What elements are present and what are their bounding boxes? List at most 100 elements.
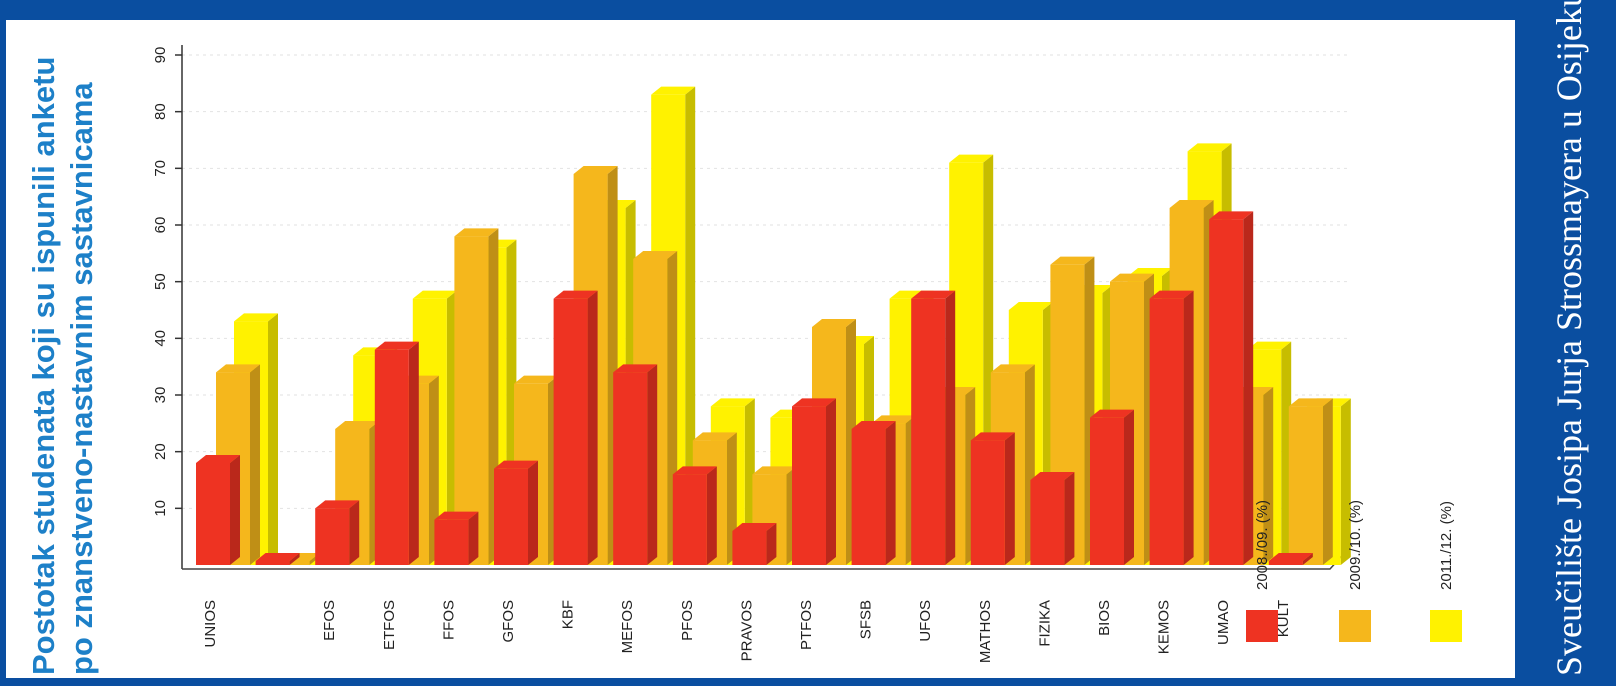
bar: [255, 553, 300, 565]
bar-side: [685, 86, 696, 566]
bar-top: [1090, 409, 1134, 418]
bar-side: [885, 421, 896, 565]
bar-side: [1302, 553, 1313, 565]
bar: [374, 341, 419, 565]
bar-side: [1124, 409, 1134, 565]
bar: [672, 466, 717, 565]
bar-top: [710, 398, 755, 407]
bar-front: [1030, 480, 1065, 565]
chart-legend: 2008./09. (%) 2009./10. (%) 2011./12. (%): [1246, 500, 1462, 642]
bar-top: [990, 364, 1035, 373]
category-label: MEFOS: [619, 600, 636, 653]
bar-front: [911, 298, 946, 565]
bar-front: [613, 372, 648, 565]
legend-label: 2008./09. (%): [1254, 500, 1271, 590]
bar-side: [446, 290, 457, 565]
chart-bars: [196, 86, 1351, 566]
bar-top: [949, 154, 994, 163]
bar-side: [766, 523, 777, 565]
bar-top: [672, 466, 717, 475]
bar: [553, 290, 598, 565]
category-label: KEMOS: [1156, 600, 1173, 654]
category-label: BIOS: [1096, 600, 1113, 636]
university-name: Sveučilište Josipa Jurja Strossmayera u …: [1549, 0, 1589, 676]
bar-side: [468, 511, 479, 565]
bar-top: [1149, 290, 1194, 299]
bar-top: [752, 466, 797, 475]
bar-side: [1281, 341, 1292, 565]
bar-front: [792, 406, 826, 565]
bar-side: [1243, 211, 1254, 566]
bar-top: [1008, 302, 1053, 310]
y-tick-label: 70: [152, 160, 169, 177]
bar-top: [1050, 256, 1095, 265]
bar-front: [374, 349, 409, 565]
bar-front: [732, 531, 767, 565]
bar-side: [1004, 432, 1015, 565]
bar-side: [1263, 387, 1274, 565]
bar-side: [250, 364, 260, 565]
bar-side: [408, 341, 419, 565]
bar: [911, 290, 956, 565]
left-frame-bar: [0, 0, 6, 686]
bar-side: [528, 460, 538, 565]
bar-side: [1340, 398, 1351, 565]
chart-labels: 10 20 30 40 50 60 70 80 90 UNIOS EFOS ETFOS FFOS GFOS…: [152, 47, 1292, 663]
y-tick-label: 20: [152, 443, 169, 460]
category-label: FIZIKA: [1036, 600, 1053, 647]
bar-top: [970, 432, 1015, 441]
bar-front: [970, 440, 1005, 565]
category-label: EFOS: [321, 600, 338, 641]
bar-top: [216, 364, 260, 373]
bar: [1090, 409, 1134, 565]
bar-top: [692, 432, 737, 441]
bar-front: [275, 561, 310, 565]
legend-label: 2011./12. (%): [1438, 501, 1455, 590]
category-label: UNIOS: [202, 600, 219, 648]
bar-top: [1110, 273, 1154, 282]
category-label: UMAO: [1215, 600, 1232, 645]
bar-top: [633, 251, 678, 259]
category-label: KULT: [1275, 600, 1292, 637]
bar: [1288, 398, 1333, 565]
bar-front: [255, 561, 290, 565]
bar-top: [573, 166, 618, 174]
bar-side: [1183, 290, 1194, 565]
bar-top: [1169, 200, 1214, 208]
bar-front: [454, 236, 489, 566]
category-label: KBF: [560, 600, 577, 629]
bar: [732, 523, 777, 565]
bar-top: [651, 86, 696, 95]
bar-top: [792, 398, 836, 407]
bar-top: [732, 523, 777, 531]
bar-top: [911, 290, 956, 299]
bar-front: [196, 463, 230, 565]
bar-top: [494, 460, 538, 469]
bar: [792, 398, 836, 565]
bar-side: [230, 455, 240, 565]
category-label: MATHOS: [977, 600, 994, 663]
university-side-panel: [1515, 20, 1616, 678]
bar-front: [315, 508, 350, 565]
category-label: ETFOS: [381, 600, 398, 650]
y-tick-label: 40: [152, 330, 169, 347]
category-label: FFOS: [440, 600, 457, 640]
bar: [1149, 290, 1194, 565]
bar-front: [851, 429, 886, 565]
legend-swatch: [1246, 610, 1278, 642]
legend-swatch: [1339, 610, 1371, 642]
bar-side: [428, 375, 439, 565]
bar-top: [234, 313, 278, 322]
y-tick-label: 30: [152, 387, 169, 404]
bar: [434, 511, 479, 565]
legend-label: 2009./10. (%): [1347, 500, 1364, 590]
bar: [613, 364, 658, 565]
bar-top: [196, 455, 240, 463]
y-tick-label: 80: [152, 103, 169, 120]
bar-top: [335, 421, 380, 429]
bar: [851, 421, 896, 565]
bar-top: [553, 290, 598, 299]
bar-side: [289, 553, 300, 565]
bar: [196, 455, 240, 565]
category-label: PTFOS: [798, 600, 815, 650]
